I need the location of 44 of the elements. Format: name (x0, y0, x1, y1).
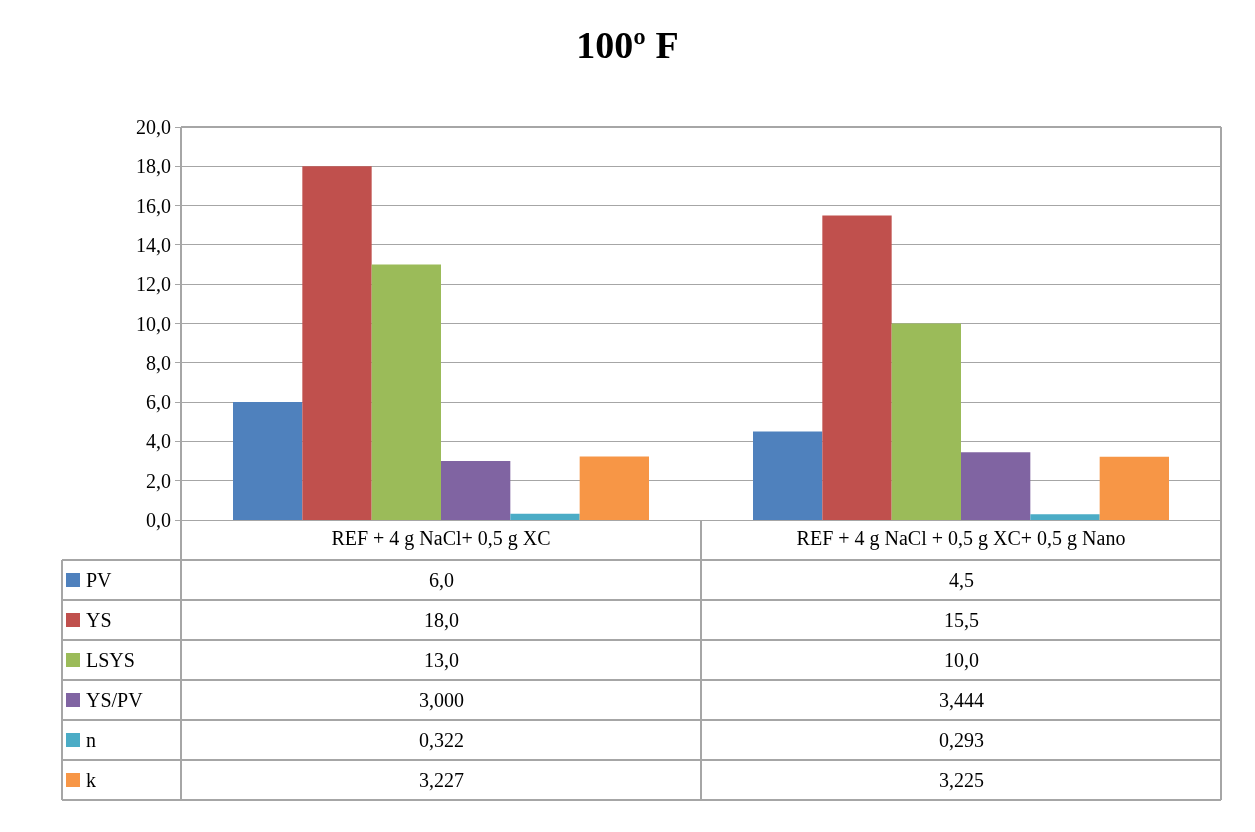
y-tick-label: 8,0 (146, 351, 171, 374)
legend-label: YS (86, 609, 112, 631)
x-tick-label: REF + 4 g NaCl + 0,5 g XC+ 0,5 g Nano (796, 527, 1126, 550)
data-label: 3,000 (419, 689, 464, 711)
x-tick-label: REF + 4 g NaCl+ 0,5 g XC (331, 527, 551, 550)
legend-label: PV (86, 569, 113, 591)
data-label: 13,0 (424, 649, 459, 671)
y-tick-label: 10,0 (136, 312, 171, 335)
data-label: 3,227 (419, 769, 464, 791)
legend-label: LSYS (86, 649, 135, 671)
data-label: 10,0 (944, 649, 979, 671)
y-tick-label: 14,0 (136, 233, 171, 256)
bar (510, 513, 580, 520)
data-label: 0,293 (939, 729, 984, 751)
bar (371, 264, 441, 520)
y-tick-label: 20,0 (136, 116, 171, 138)
data-label: 15,5 (944, 609, 979, 631)
y-tick-label: 12,0 (136, 273, 171, 296)
bar (753, 431, 823, 520)
bar (1030, 514, 1100, 520)
bar (579, 456, 649, 520)
bar (891, 323, 961, 520)
y-tick-label: 18,0 (136, 155, 171, 178)
chart-title: 100º F (576, 24, 679, 67)
bar (233, 402, 303, 520)
data-label: 4,5 (949, 569, 974, 591)
bar (302, 166, 372, 520)
bar (822, 215, 892, 520)
data-label: 3,444 (939, 689, 984, 711)
y-tick-label: 4,0 (146, 430, 171, 453)
legend-label: k (86, 769, 96, 791)
y-tick-label: 0,0 (146, 509, 171, 531)
data-label: 6,0 (429, 569, 454, 591)
legend-label: n (86, 729, 96, 751)
data-label: 0,322 (419, 729, 464, 751)
data-label: 18,0 (424, 609, 459, 631)
bar (441, 461, 511, 520)
legend-label: YS/PV (86, 689, 144, 711)
bar (1099, 456, 1169, 520)
y-tick-label: 2,0 (146, 469, 171, 492)
bar (961, 452, 1031, 520)
y-tick-label: 6,0 (146, 391, 171, 414)
data-label: 3,225 (939, 769, 984, 791)
y-tick-label: 16,0 (136, 194, 171, 217)
